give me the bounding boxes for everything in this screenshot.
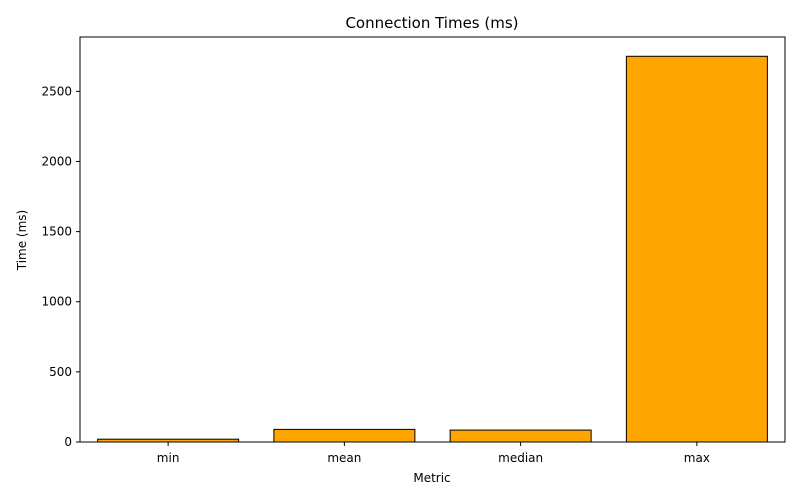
plot-frame xyxy=(79,36,786,443)
y-tick-label-2500: 2500 xyxy=(41,84,72,98)
y-axis-label: Time (ms) xyxy=(15,210,29,272)
ticks-layer: min mean median max 0 500 1000 1500 2000 2500 xyxy=(41,84,710,465)
bar-mean xyxy=(273,428,416,443)
y-tick-label-2000: 2000 xyxy=(41,154,72,168)
x-axis-label: Metric xyxy=(413,471,450,485)
x-tick-label-mean: mean xyxy=(327,451,361,465)
bars-layer xyxy=(97,55,768,443)
y-tick-label-0: 0 xyxy=(64,435,72,449)
x-tick-label-max: max xyxy=(684,451,710,465)
bar-max xyxy=(625,55,768,443)
bar-median xyxy=(449,429,592,443)
x-tick-label-median: median xyxy=(498,451,543,465)
y-tick-label-1000: 1000 xyxy=(41,295,72,309)
y-tick-label-1500: 1500 xyxy=(41,225,72,239)
y-tick-label-500: 500 xyxy=(49,365,72,379)
x-tick-label-min: min xyxy=(157,451,180,465)
chart-title: Connection Times (ms) xyxy=(345,14,518,32)
